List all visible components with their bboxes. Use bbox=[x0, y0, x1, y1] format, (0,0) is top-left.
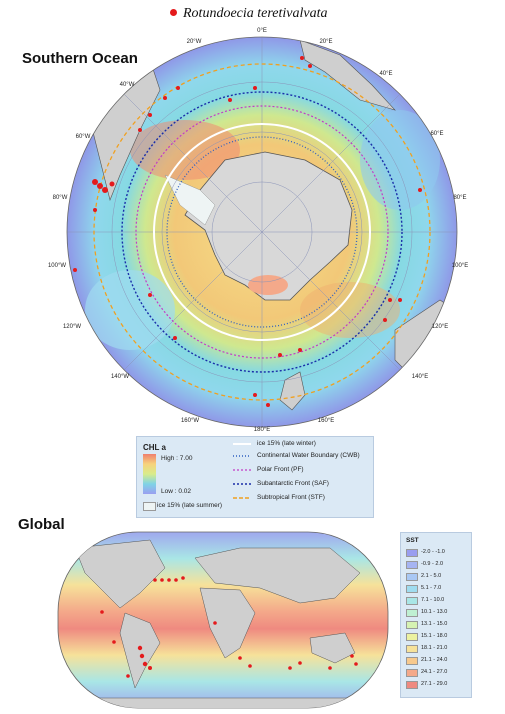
weddell-sea-ice bbox=[164, 174, 216, 226]
sst-swatch bbox=[406, 633, 418, 641]
chl-color-ramp bbox=[143, 454, 156, 494]
sst-legend-title: SST bbox=[406, 537, 419, 544]
sst-swatch bbox=[406, 609, 418, 617]
lon-label: 0°E bbox=[257, 28, 267, 34]
lon-label: 120°E bbox=[431, 324, 449, 330]
sst-range-label: 7.1 - 10.0 bbox=[421, 597, 445, 603]
sst-range-label: 2.1 - 5.0 bbox=[421, 573, 442, 579]
lon-label: 140°W bbox=[110, 374, 130, 380]
sst-legend: SST -2.0 - -1.0 -0.9 - 2.0 2.1 - 5.0 5.1 - … bbox=[400, 532, 472, 698]
global-title: Global bbox=[18, 516, 65, 533]
winter-ice-line bbox=[153, 123, 371, 341]
lon-label: 160°W bbox=[180, 418, 200, 424]
sst-swatch bbox=[406, 669, 418, 677]
sst-swatch bbox=[406, 561, 418, 569]
sst-legend-row: 27.1 - 29.0 bbox=[406, 681, 466, 690]
global-map bbox=[57, 531, 389, 709]
lon-label: 20°E bbox=[319, 39, 333, 45]
sst-legend-row: 2.1 - 5.0 bbox=[406, 573, 466, 582]
polar-front-label: Polar Front (PF) bbox=[257, 466, 304, 473]
polar-front-line bbox=[135, 105, 389, 359]
sst-legend-row: 10.1 - 13.0 bbox=[406, 609, 466, 618]
occurrence-points bbox=[73, 56, 422, 407]
sst-swatch bbox=[406, 573, 418, 581]
antarctica-land bbox=[59, 697, 381, 708]
cwb-label: Continental Water Boundary (CWB) bbox=[257, 452, 360, 459]
sst-range-label: 27.1 - 29.0 bbox=[421, 681, 448, 687]
fronts-legend-symbols bbox=[233, 443, 251, 499]
lon-label: 40°E bbox=[379, 71, 393, 77]
sst-legend-row: 18.1 - 21.0 bbox=[406, 645, 466, 654]
lon-label: 60°W bbox=[75, 134, 91, 140]
ice-summer-swatch bbox=[143, 502, 156, 511]
subantarctic-front-line bbox=[121, 91, 403, 373]
sst-swatch bbox=[406, 585, 418, 593]
sst-range-label: 5.1 - 7.0 bbox=[421, 585, 442, 591]
sst-range-label: 24.1 - 27.0 bbox=[421, 669, 448, 675]
chl-low-label: Low : 0.02 bbox=[161, 488, 191, 495]
subantarctic-front-label: Subantarctic Front (SAF) bbox=[257, 480, 329, 487]
lon-label: 20°W bbox=[186, 39, 202, 45]
ice-winter-label: ice 15% (late winter) bbox=[257, 440, 316, 447]
chl-high-label: High : 7.00 bbox=[161, 455, 193, 462]
ross-sea-patch bbox=[248, 275, 288, 295]
lon-label: 100°W bbox=[47, 263, 67, 269]
sst-legend-row: 5.1 - 7.0 bbox=[406, 585, 466, 594]
cwb-line bbox=[166, 136, 358, 328]
sst-swatch bbox=[406, 645, 418, 653]
subtropical-front-line bbox=[93, 63, 431, 401]
lon-label: 100°E bbox=[451, 263, 469, 269]
sst-legend-row: 21.1 - 24.0 bbox=[406, 657, 466, 666]
southern-ocean-title: Southern Ocean bbox=[22, 50, 138, 67]
sst-legend-row: 24.1 - 27.0 bbox=[406, 669, 466, 678]
north-america-land bbox=[74, 539, 166, 609]
sst-legend-row: -0.9 - 2.0 bbox=[406, 561, 466, 570]
ice-summer-label: ice 15% (late summer) bbox=[157, 502, 223, 509]
eurasia-land bbox=[194, 547, 361, 604]
lon-label: 120°W bbox=[62, 324, 82, 330]
sst-legend-row: 15.1 - 18.0 bbox=[406, 633, 466, 642]
sst-legend-row: -2.0 - -1.0 bbox=[406, 549, 466, 558]
sst-range-label: 10.1 - 13.0 bbox=[421, 609, 448, 615]
subtropical-front-label: Subtropical Front (STF) bbox=[257, 494, 325, 501]
sst-legend-row: 13.1 - 15.0 bbox=[406, 621, 466, 630]
sst-swatch bbox=[406, 657, 418, 665]
lon-label: 80°W bbox=[52, 195, 68, 201]
sst-swatch bbox=[406, 621, 418, 629]
sst-swatch bbox=[406, 681, 418, 689]
global-occurrence-points bbox=[100, 576, 358, 678]
southern-ocean-map bbox=[66, 36, 458, 428]
sst-range-label: -2.0 - -1.0 bbox=[421, 549, 445, 555]
sst-swatch bbox=[406, 549, 418, 557]
lon-label: 80°E bbox=[453, 195, 467, 201]
southern-ocean-legend: CHL a High : 7.00 Low : 0.02 ice 15% (la… bbox=[136, 436, 374, 518]
lon-label: 160°E bbox=[317, 418, 335, 424]
sst-range-label: -0.9 - 2.0 bbox=[421, 561, 444, 567]
lon-label: 40°W bbox=[119, 82, 135, 88]
species-name: Rotundoecia teretivalvata bbox=[183, 6, 328, 21]
lon-label: 60°E bbox=[430, 131, 444, 137]
new-zealand-land bbox=[279, 371, 306, 411]
lon-label: 140°E bbox=[411, 374, 429, 380]
occurrence-marker-icon bbox=[170, 9, 177, 16]
sst-range-label: 15.1 - 18.0 bbox=[421, 633, 448, 639]
africa-land bbox=[299, 39, 396, 111]
lon-label: 180°E bbox=[253, 427, 271, 433]
species-legend: Rotundoecia teretivalvata bbox=[170, 6, 328, 22]
sst-range-label: 18.1 - 21.0 bbox=[421, 645, 448, 651]
south-america-land bbox=[119, 612, 161, 689]
sst-legend-row: 7.1 - 10.0 bbox=[406, 597, 466, 606]
chl-legend-title: CHL a bbox=[143, 443, 166, 452]
sst-range-label: 13.1 - 15.0 bbox=[421, 621, 448, 627]
sst-swatch bbox=[406, 597, 418, 605]
africa-land bbox=[199, 587, 256, 659]
australia-land bbox=[309, 632, 356, 664]
sst-range-label: 21.1 - 24.0 bbox=[421, 657, 448, 663]
